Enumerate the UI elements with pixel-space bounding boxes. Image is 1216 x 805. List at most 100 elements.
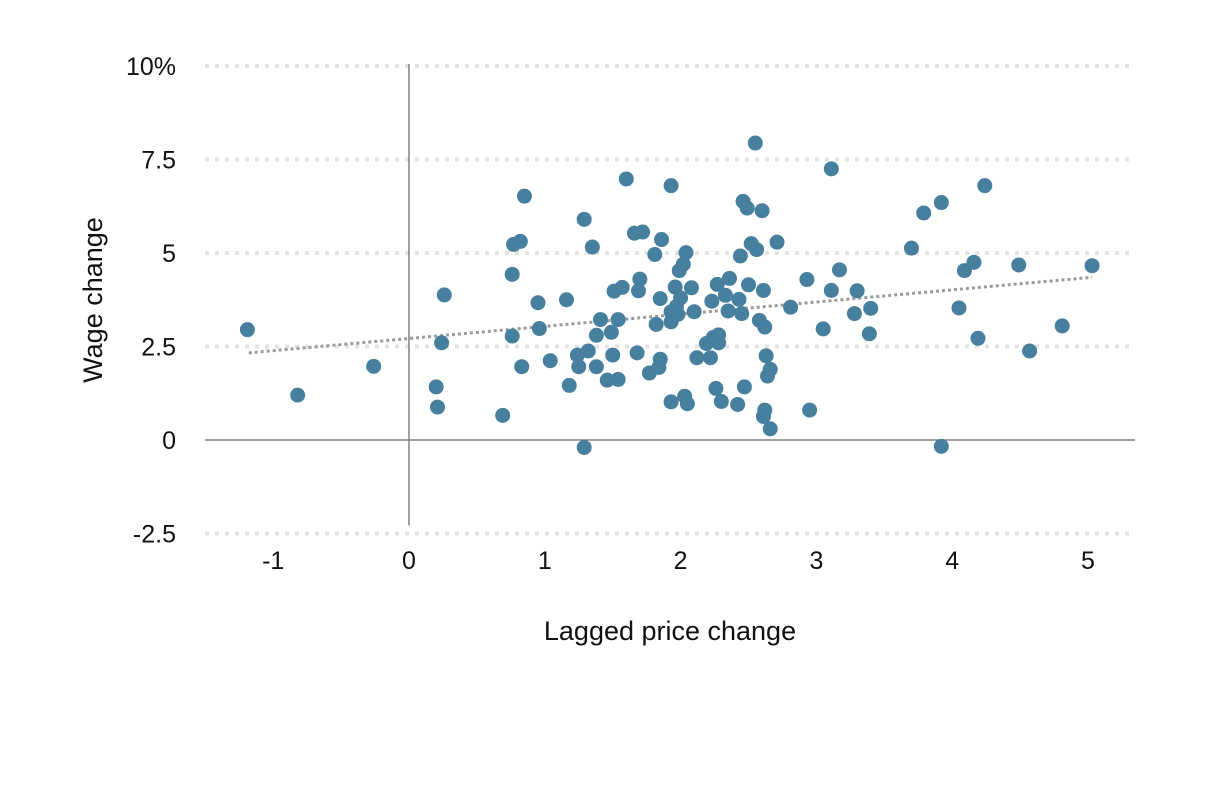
data-point: [711, 335, 727, 351]
data-point: [966, 254, 982, 270]
x-tick-label: 5: [1081, 547, 1095, 575]
data-points: [239, 135, 1100, 455]
data-point: [559, 292, 575, 308]
data-point: [679, 396, 695, 412]
data-point: [702, 350, 718, 366]
data-point: [631, 283, 647, 299]
data-point: [678, 245, 694, 261]
data-point: [916, 205, 932, 221]
data-point: [673, 290, 689, 306]
data-point: [734, 306, 750, 322]
data-point: [823, 161, 839, 177]
x-tick-label: 4: [945, 547, 959, 575]
data-point: [530, 295, 546, 311]
x-tick-label: -1: [262, 547, 284, 575]
data-point: [970, 330, 986, 346]
data-point: [635, 224, 651, 240]
data-point: [736, 379, 752, 395]
x-tick-label: 0: [402, 547, 416, 575]
data-point: [823, 282, 839, 298]
data-point: [495, 407, 511, 423]
data-point: [504, 266, 520, 282]
data-point: [977, 178, 993, 194]
data-point: [799, 272, 815, 288]
data-point: [863, 300, 879, 316]
data-point: [531, 321, 547, 337]
y-axis-title: Wage change: [78, 217, 108, 383]
data-point: [713, 393, 729, 409]
y-tick-label: -2.5: [133, 521, 176, 549]
data-point: [576, 439, 592, 455]
data-point: [542, 353, 558, 369]
data-point: [571, 359, 587, 375]
x-tick-label: 3: [809, 547, 823, 575]
y-tick-label: 5: [162, 240, 176, 268]
data-point: [654, 232, 670, 248]
y-tick-label: 10%: [126, 53, 176, 81]
data-point: [951, 300, 967, 316]
data-point: [576, 211, 592, 227]
data-point: [1022, 343, 1038, 359]
data-point: [603, 324, 619, 340]
data-point: [708, 380, 724, 396]
data-point: [769, 234, 785, 250]
data-point: [831, 262, 847, 278]
y-axis-ticks: 10% 7.5 5 2.5 0 -2.5: [126, 53, 176, 549]
data-point: [436, 287, 452, 303]
data-point: [618, 171, 634, 187]
data-point: [675, 256, 691, 272]
data-point: [755, 282, 771, 298]
data-point: [739, 200, 755, 216]
data-point: [709, 276, 725, 292]
data-point: [592, 312, 608, 328]
data-point: [849, 283, 865, 299]
y-tick-label: 0: [162, 427, 176, 455]
data-point: [1084, 258, 1100, 274]
x-axis-ticks: -1 0 1 2 3 4 5: [262, 547, 1095, 575]
zero-axes: [205, 64, 1135, 526]
data-point: [588, 359, 604, 375]
data-point: [1011, 257, 1027, 273]
data-point: [731, 291, 747, 307]
data-point: [632, 271, 648, 287]
data-point: [516, 188, 532, 204]
data-point: [758, 348, 774, 364]
data-point: [588, 327, 604, 343]
data-point: [762, 421, 778, 437]
data-point: [704, 293, 720, 309]
data-point: [721, 270, 737, 286]
data-point: [430, 399, 446, 415]
data-point: [749, 242, 765, 258]
x-tick-label: 1: [538, 547, 552, 575]
data-point: [428, 379, 444, 395]
data-point: [683, 280, 699, 296]
data-point: [610, 312, 626, 328]
data-point: [504, 328, 520, 344]
data-point: [732, 248, 748, 264]
data-point: [580, 343, 596, 359]
data-point: [802, 402, 818, 418]
data-point: [720, 303, 736, 319]
data-point: [652, 351, 668, 367]
x-axis-title: Lagged price change: [544, 616, 796, 646]
data-point: [846, 306, 862, 322]
data-point: [903, 240, 919, 256]
data-point: [783, 299, 799, 315]
data-point: [762, 361, 778, 377]
y-tick-label: 2.5: [141, 334, 176, 362]
data-point: [747, 135, 763, 151]
data-point: [614, 279, 630, 295]
data-point: [717, 287, 733, 303]
data-point: [741, 277, 756, 293]
data-point: [933, 195, 949, 211]
data-point: [1054, 318, 1070, 334]
y-tick-label: 7.5: [141, 147, 176, 175]
data-point: [561, 377, 577, 393]
data-point: [366, 358, 382, 374]
gridlines: [205, 64, 1135, 536]
data-point: [730, 396, 746, 412]
data-point: [933, 438, 949, 454]
data-point: [629, 345, 645, 361]
data-point: [815, 321, 831, 337]
